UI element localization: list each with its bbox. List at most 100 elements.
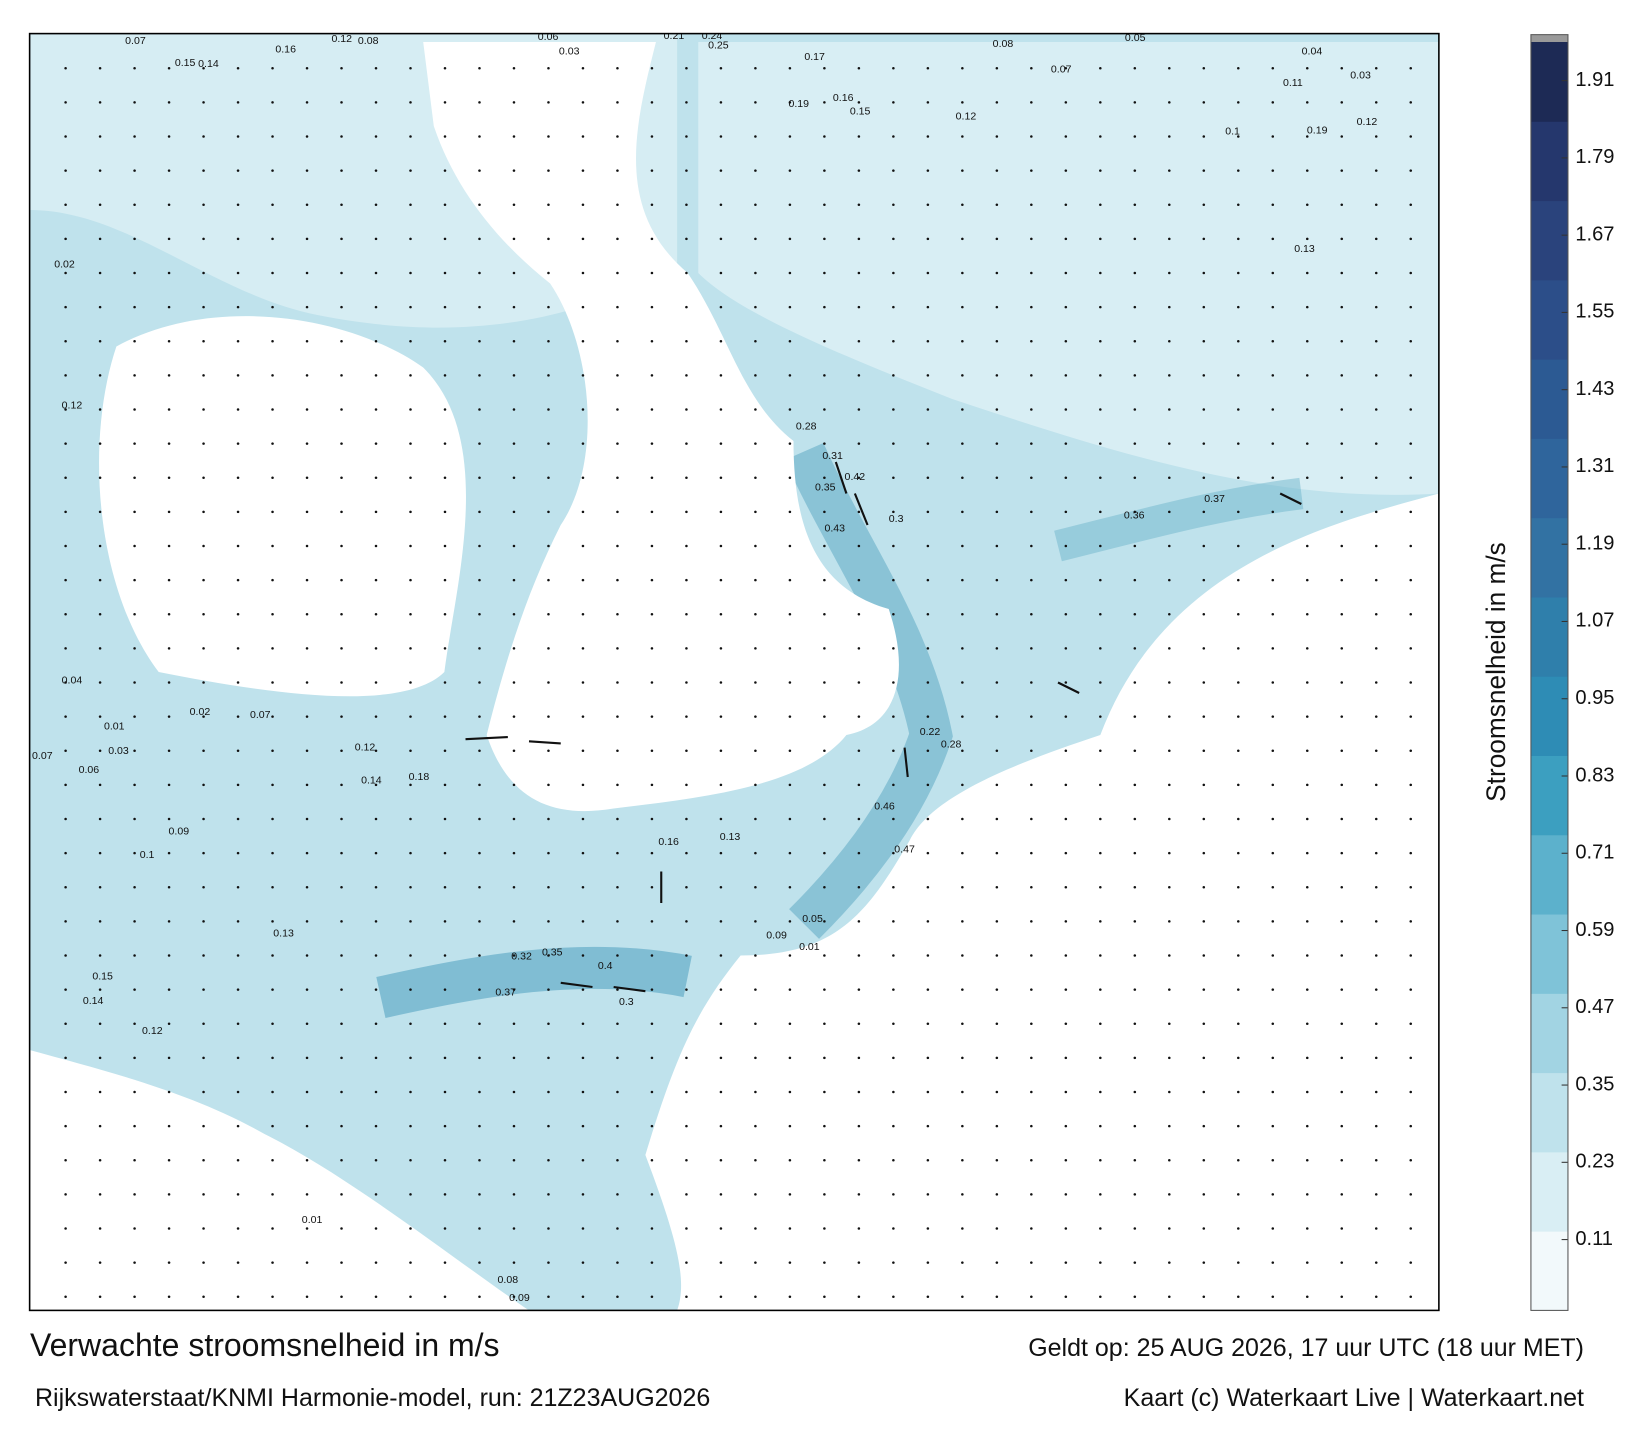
grid-dot [788, 885, 792, 889]
grid-dot [374, 1227, 378, 1230]
grid-dot [788, 544, 792, 548]
grid-dot [857, 715, 861, 718]
grid-dot [133, 237, 136, 241]
grid-dot [961, 885, 964, 889]
grid-dot [98, 1124, 102, 1128]
grid-dot [650, 1295, 654, 1299]
value-label: 0.12 [331, 33, 352, 45]
grid-dot [1271, 1158, 1275, 1162]
grid-dot [167, 544, 171, 548]
grid-dot [1099, 66, 1102, 70]
value-label: 0.08 [993, 38, 1014, 50]
grid-dot [374, 1090, 378, 1094]
grid-dot [1133, 1124, 1137, 1128]
grid-dot [512, 920, 516, 923]
grid-dot [133, 408, 136, 411]
grid-dot [1409, 203, 1413, 207]
grid-dot [823, 305, 826, 309]
grid-dot [409, 783, 412, 787]
grid-dot [443, 1158, 447, 1162]
grid-dot [271, 715, 274, 718]
grid-dot [961, 339, 964, 343]
grid-dot [892, 408, 895, 411]
grid-dot [202, 1022, 205, 1026]
grid-dot [1409, 1227, 1413, 1230]
grid-dot [374, 476, 378, 480]
grid-dot [1305, 339, 1309, 343]
grid-dot [1133, 783, 1137, 787]
grid-dot [98, 749, 102, 753]
grid-dot [754, 681, 757, 684]
grid-dot [650, 135, 654, 138]
grid-dot [892, 954, 895, 957]
grid-dot [478, 203, 481, 207]
colorbar-band [1530, 279, 1568, 360]
grid-dot [1374, 510, 1378, 514]
grid-dot [1202, 1090, 1206, 1094]
grid-dot [685, 885, 688, 889]
grid-dot [823, 1158, 826, 1162]
value-label: 0.4 [598, 960, 613, 972]
grid-dot [305, 510, 309, 514]
grid-dot [547, 271, 550, 275]
colorbar-band [1530, 914, 1568, 994]
grid-dot [1374, 442, 1378, 445]
grid-dot [1374, 271, 1378, 275]
grid-dot [961, 1295, 964, 1299]
grid-dot [1271, 339, 1275, 343]
grid-dot [857, 510, 861, 514]
grid-dot [1202, 851, 1206, 855]
grid-dot [995, 203, 999, 207]
grid-dot [1374, 1261, 1378, 1264]
grid-dot [892, 374, 895, 377]
grid-dot [1202, 1295, 1206, 1299]
grid-dot [478, 988, 481, 991]
grid-dot [995, 817, 999, 821]
value-label: 0.09 [766, 930, 787, 942]
grid-dot [1099, 203, 1102, 207]
grid-dot [1168, 237, 1171, 241]
grid-dot [1133, 749, 1137, 753]
grid-dot [616, 920, 619, 923]
grid-dot [1374, 1056, 1378, 1060]
grid-dot [1237, 271, 1240, 275]
grid-dot [409, 305, 412, 309]
grid-dot [1133, 1090, 1137, 1094]
grid-dot [409, 101, 412, 104]
grid-dot [1305, 544, 1309, 548]
grid-dot [1099, 271, 1102, 275]
grid-dot [98, 715, 102, 718]
grid-dot [926, 135, 930, 138]
grid-dot [340, 1124, 343, 1128]
grid-dot [1374, 237, 1378, 241]
grid-dot [1374, 885, 1378, 889]
grid-dot [926, 681, 930, 684]
grid-dot [1064, 749, 1068, 753]
grid-dot [236, 544, 240, 548]
grid-dot [581, 715, 585, 718]
grid-dot [64, 1193, 67, 1196]
grid-dot [202, 988, 205, 991]
grid-dot [1237, 578, 1240, 582]
grid-dot [1099, 135, 1102, 138]
grid-dot [892, 339, 895, 343]
grid-dot [98, 647, 102, 650]
colorbar-band [1530, 676, 1568, 756]
grid-dot [271, 1124, 274, 1128]
grid-dot [719, 749, 723, 753]
grid-dot [202, 817, 205, 821]
grid-dot [1064, 715, 1068, 718]
grid-dot [236, 681, 240, 684]
grid-dot [926, 476, 930, 480]
grid-dot [374, 339, 378, 343]
grid-dot [892, 442, 895, 445]
grid-dot [788, 749, 792, 753]
grid-dot [1305, 1227, 1309, 1230]
grid-dot [995, 715, 999, 718]
grid-dot [857, 408, 861, 411]
grid-dot [443, 681, 447, 684]
grid-dot [1168, 442, 1171, 445]
grid-dot [1099, 988, 1102, 991]
grid-dot [271, 1158, 274, 1162]
grid-dot [1030, 1124, 1033, 1128]
